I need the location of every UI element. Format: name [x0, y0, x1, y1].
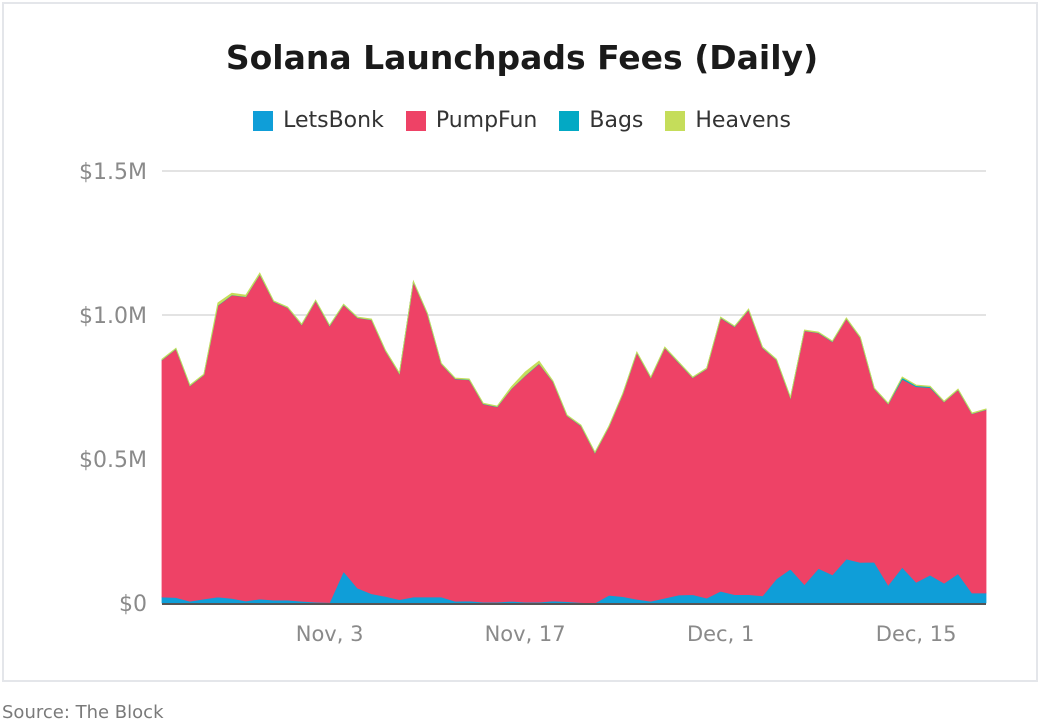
y-tick-label: $1.5M — [79, 160, 147, 185]
area-pumpfun — [161, 273, 987, 604]
legend-label: Bags — [589, 108, 644, 133]
legend-label: PumpFun — [435, 108, 538, 133]
legend-item-letsbonk[interactable]: LetsBonk — [253, 108, 384, 133]
legend-swatch — [665, 110, 686, 131]
legend-item-bags[interactable]: Bags — [559, 108, 643, 133]
legend: LetsBonk PumpFun Bags Heavens — [0, 108, 1044, 133]
x-tick-label: Nov, 3 — [296, 622, 364, 646]
legend-label: LetsBonk — [283, 108, 384, 133]
x-tick-label: Dec, 15 — [876, 622, 957, 646]
y-tick-label: $0 — [119, 592, 147, 617]
y-tick-label: $0.5M — [79, 448, 147, 473]
legend-item-heavens[interactable]: Heavens — [665, 108, 791, 133]
chart-title: Solana Launchpads Fees (Daily) — [225, 38, 819, 77]
legend-swatch — [405, 110, 426, 131]
chart-frame — [2, 2, 1038, 682]
y-tick-label: $1.0M — [79, 304, 147, 329]
legend-swatch — [253, 110, 274, 131]
legend-item-pumpfun[interactable]: PumpFun — [405, 108, 538, 133]
source-note: Source: The Block — [2, 702, 164, 723]
legend-swatch — [559, 110, 580, 131]
legend-label: Heavens — [695, 108, 791, 133]
x-tick-label: Dec, 1 — [687, 622, 754, 646]
area-heavens — [161, 272, 987, 454]
x-tick-label: Nov, 17 — [485, 622, 566, 646]
